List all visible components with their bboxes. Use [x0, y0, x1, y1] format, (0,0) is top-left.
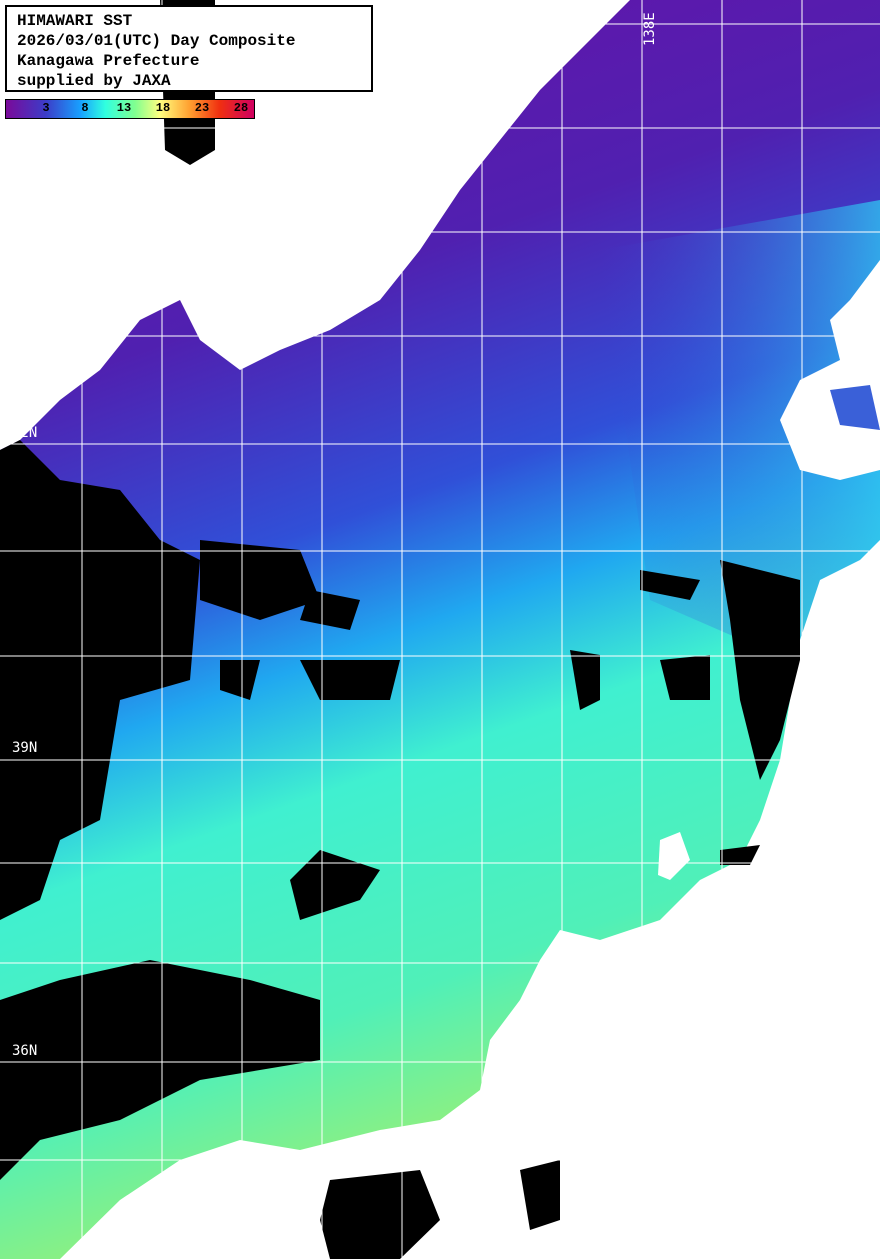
land-honshu — [60, 540, 880, 1259]
land-sado — [658, 832, 690, 880]
colorbar-tick: 8 — [81, 101, 89, 115]
title-line-3: Kanagawa Prefecture — [17, 52, 200, 70]
lat-label-42n: 42N — [12, 425, 38, 441]
colorbar-tick: 13 — [116, 101, 132, 115]
colorbar-tick: 3 — [42, 101, 50, 115]
colorbar-tick: 23 — [194, 101, 210, 115]
title-box: HIMAWARI SST 2026/03/01(UTC) Day Composi… — [5, 5, 373, 92]
lon-label-138e: 138E — [642, 12, 658, 46]
lake-bay — [830, 385, 880, 430]
lat-label-36n: 36N — [12, 1043, 38, 1059]
title-line-2: 2026/03/01(UTC) Day Composite — [17, 32, 296, 50]
colorbar-tick: 28 — [233, 101, 249, 115]
no-data-areas — [0, 0, 800, 1259]
colorbar-tick: 18 — [155, 101, 171, 115]
lat-label-39n: 39N — [12, 740, 38, 756]
color-scale-bar: 3 8 13 18 23 28 — [5, 99, 255, 119]
title-line-4: supplied by JAXA — [17, 72, 171, 90]
title-line-1: HIMAWARI SST — [17, 12, 133, 30]
